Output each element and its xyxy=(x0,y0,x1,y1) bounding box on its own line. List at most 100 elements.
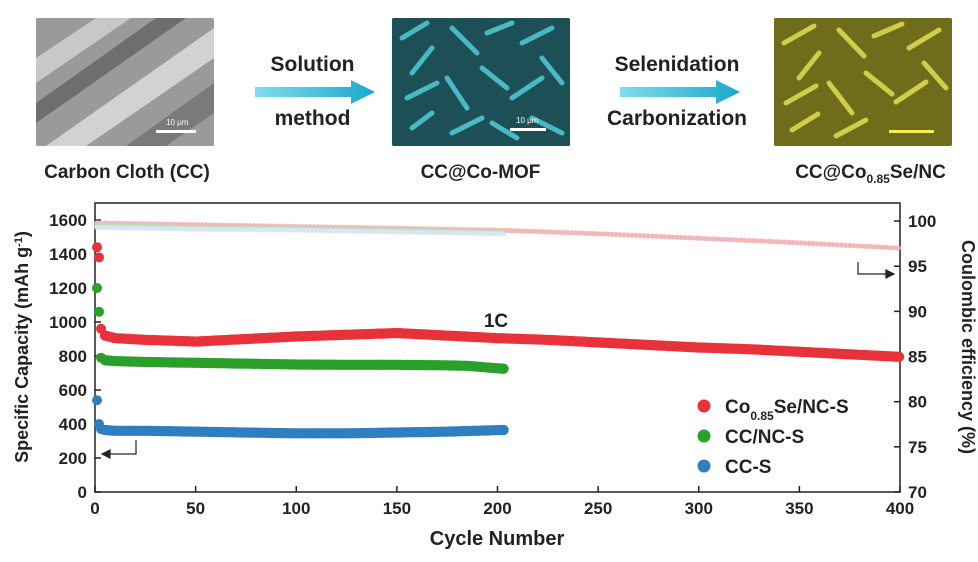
efficiency-point xyxy=(521,228,527,234)
efficiency-point xyxy=(637,233,643,239)
left-axis-indicator xyxy=(100,440,137,459)
efficiency-point xyxy=(150,225,156,232)
efficiency-point xyxy=(678,234,684,241)
efficiency-point xyxy=(533,228,539,235)
efficiency-point xyxy=(545,229,551,235)
efficiency-point xyxy=(565,230,571,236)
efficiency-point xyxy=(690,235,696,241)
efficiency-point xyxy=(682,234,688,241)
efficiency-point xyxy=(166,226,173,232)
efficiency-point xyxy=(839,242,845,248)
left-y-axis-title: Specific Capacity (mAh g-1) xyxy=(12,231,32,463)
efficiency-point xyxy=(440,230,446,236)
right-y-axis-title: Coulombic efficiency (%) xyxy=(958,240,978,454)
right-axis-indicator xyxy=(857,262,896,279)
efficiency-point xyxy=(782,239,788,245)
efficiency-point xyxy=(706,236,712,242)
efficiency-point xyxy=(279,227,285,233)
efficiency-point xyxy=(585,230,591,236)
efficiency-point xyxy=(360,228,366,234)
efficiency-point xyxy=(629,232,635,238)
efficiency-point xyxy=(404,229,410,235)
efficiency-point xyxy=(484,230,491,237)
scale-bar-label: 10 μm xyxy=(516,116,539,125)
efficiency-point xyxy=(428,229,434,236)
efficiency-point xyxy=(488,230,495,237)
efficiency-point xyxy=(525,228,531,234)
efficiency-point xyxy=(460,230,466,236)
efficiency-point xyxy=(130,225,136,231)
efficiency-point xyxy=(456,230,462,236)
capacity-series xyxy=(92,242,905,439)
efficiency-point xyxy=(448,230,454,236)
efficiency-point xyxy=(235,226,241,233)
efficiency-point xyxy=(134,225,140,231)
efficiency-point xyxy=(605,231,611,237)
efficiency-point xyxy=(621,232,627,238)
left-y-tick-label: 800 xyxy=(59,347,87,366)
efficiency-point xyxy=(106,225,112,231)
efficiency-point xyxy=(798,240,804,246)
x-tick-label: 350 xyxy=(785,499,813,518)
efficiency-point xyxy=(311,227,317,234)
legend-marker xyxy=(697,399,711,413)
efficiency-point xyxy=(388,229,394,235)
efficiency-point xyxy=(219,226,225,233)
efficiency-point xyxy=(855,243,861,249)
efficiency-point xyxy=(802,240,809,246)
efficiency-point xyxy=(617,232,623,238)
capacity-point xyxy=(893,351,905,362)
efficiency-point xyxy=(472,230,478,236)
efficiency-point xyxy=(851,243,857,249)
efficiency-point xyxy=(231,226,237,233)
efficiency-point xyxy=(319,227,326,234)
efficiency-point xyxy=(726,236,732,243)
efficiency-point xyxy=(178,226,185,232)
efficiency-point xyxy=(669,234,676,240)
efficiency-point xyxy=(408,229,414,235)
efficiency-point xyxy=(569,230,575,236)
efficiency-point xyxy=(577,230,583,236)
scale-bar xyxy=(156,130,196,133)
efficiency-point xyxy=(327,228,334,234)
scale-bar xyxy=(889,130,934,133)
efficiency-point xyxy=(774,239,780,245)
efficiency-point xyxy=(275,227,281,233)
efficiency-point xyxy=(573,230,579,236)
efficiency-point xyxy=(343,228,350,234)
caption-co-se-nc: CC@Co0.85Se/NC xyxy=(795,162,946,186)
efficiency-point xyxy=(633,232,639,239)
caption-carbon-cloth: Carbon Cloth (CC) xyxy=(44,162,210,183)
efficiency-point xyxy=(211,226,217,232)
efficiency-point xyxy=(146,225,152,231)
efficiency-point xyxy=(247,227,253,233)
efficiency-point xyxy=(476,230,482,236)
efficiency-series xyxy=(94,220,901,251)
capacity-point xyxy=(94,252,105,263)
efficiency-point xyxy=(847,242,853,249)
efficiency-point xyxy=(710,236,716,242)
efficiency-point xyxy=(790,239,796,246)
capacity-point xyxy=(92,283,103,293)
efficiency-point xyxy=(444,230,450,236)
efficiency-point xyxy=(307,227,313,233)
efficiency-point xyxy=(400,229,406,235)
x-tick-label: 400 xyxy=(886,499,914,518)
efficiency-point xyxy=(412,229,418,235)
x-tick-label: 150 xyxy=(383,499,411,518)
efficiency-point xyxy=(786,239,792,245)
process-arrow-2 xyxy=(620,80,740,104)
efficiency-point xyxy=(826,241,833,247)
caption-co-mof: CC@Co-MOF xyxy=(420,162,541,183)
x-tick-label: 0 xyxy=(90,499,99,518)
capacity-point xyxy=(92,242,103,253)
efficiency-point xyxy=(867,243,873,250)
capacity-point xyxy=(94,306,105,317)
efficiency-point xyxy=(251,227,257,233)
efficiency-point xyxy=(239,227,245,233)
efficiency-point xyxy=(549,229,555,235)
efficiency-point xyxy=(98,224,104,231)
efficiency-point xyxy=(94,224,100,230)
efficiency-point xyxy=(835,242,841,248)
efficiency-point xyxy=(352,228,358,234)
